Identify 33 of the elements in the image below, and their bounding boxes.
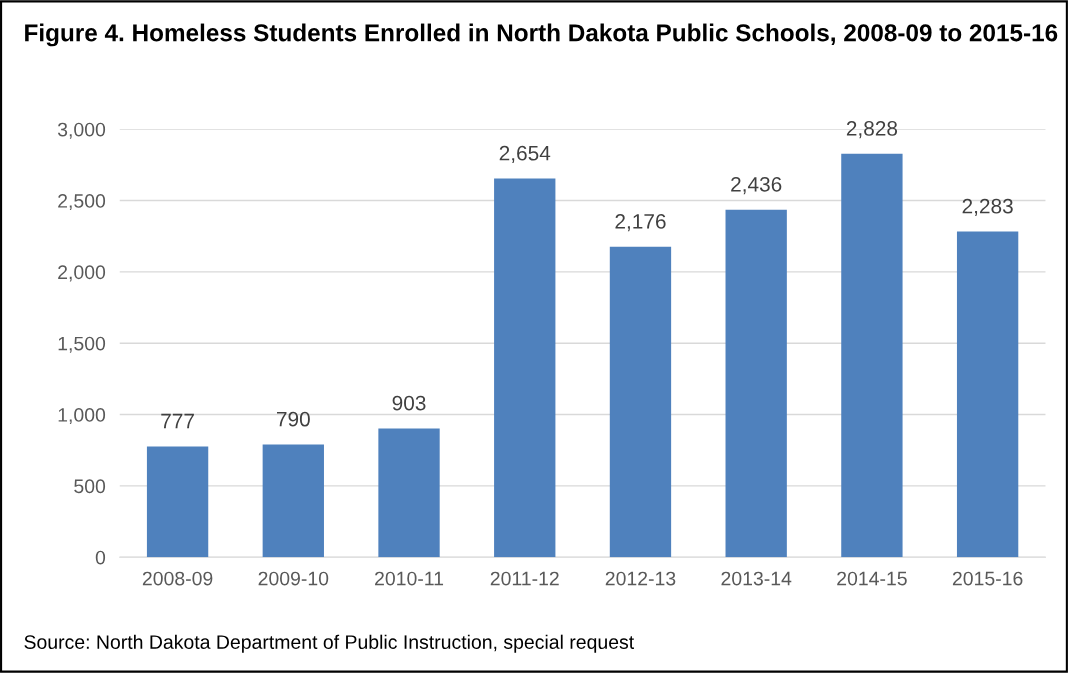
bar bbox=[609, 246, 672, 558]
data-label: 2,176 bbox=[615, 214, 666, 232]
bar bbox=[146, 446, 209, 558]
bar bbox=[378, 428, 440, 558]
bar bbox=[494, 178, 556, 558]
chart-title: Figure 4. Homeless Students Enrolled in North Dakota Public Schools, 2008-09 to 2015-16 bbox=[25, 23, 1058, 47]
y-tick-label: 500 bbox=[74, 479, 106, 494]
x-tick-label: 2013-14 bbox=[721, 571, 792, 586]
x-tick-label: 2012-13 bbox=[605, 571, 676, 586]
data-label: 2,283 bbox=[962, 198, 1013, 216]
x-tick-label: 2010-11 bbox=[375, 571, 444, 586]
bar bbox=[725, 209, 787, 558]
y-tick-label: 2,500 bbox=[58, 194, 106, 211]
source-note: Source: North Dakota Department of Public Instruction, special request bbox=[24, 634, 635, 653]
data-label: 903 bbox=[392, 395, 426, 411]
x-tick-label: 2011-12 bbox=[490, 571, 559, 586]
x-tick-label: 2015-16 bbox=[952, 571, 1023, 586]
x-tick-label: 2014-15 bbox=[837, 571, 907, 586]
data-label: 777 bbox=[161, 413, 194, 429]
y-tick-label: 3,000 bbox=[57, 122, 106, 139]
x-tick-label: 2009-10 bbox=[258, 571, 329, 586]
y-tick-label: 0 bbox=[95, 550, 106, 565]
data-label: 2,828 bbox=[846, 121, 898, 139]
bar bbox=[262, 444, 324, 558]
data-label: 790 bbox=[277, 411, 310, 427]
y-tick-label: 1,000 bbox=[58, 408, 106, 425]
data-label: 2,654 bbox=[499, 145, 551, 164]
data-label: 2,436 bbox=[731, 176, 782, 195]
y-tick-label: 1,500 bbox=[58, 336, 106, 353]
y-tick-label: 2,000 bbox=[58, 265, 106, 282]
bar bbox=[956, 231, 1019, 558]
x-tick-label: 2008-09 bbox=[142, 571, 213, 586]
bar bbox=[841, 153, 903, 558]
